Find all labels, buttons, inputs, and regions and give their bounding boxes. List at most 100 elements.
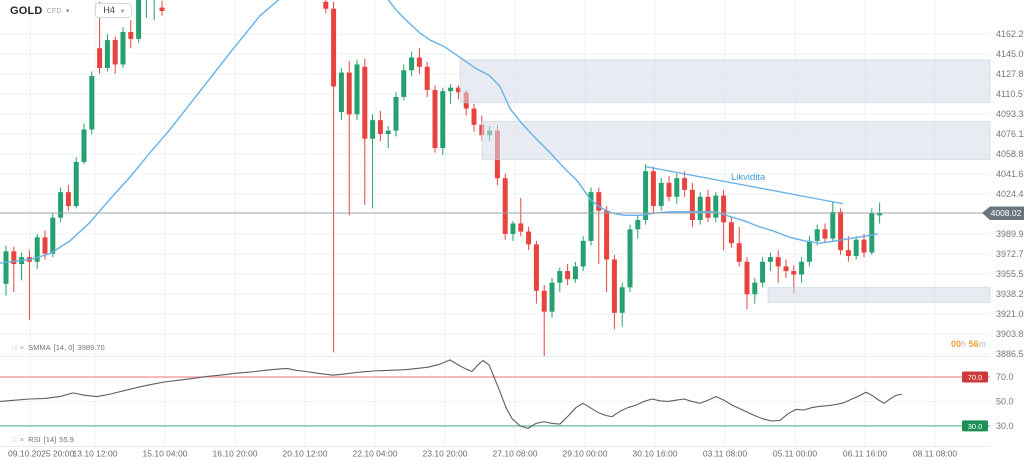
candle [424,66,430,90]
candle [713,195,719,218]
candle [11,251,17,265]
time-axis-label: 16.10 20:00 [213,449,258,459]
liquidity-annotation-label: Likvidita [731,172,766,183]
time-axis-label: 13.10 12:00 [73,449,118,459]
time-axis-label: 30.10 16:00 [633,449,678,459]
supply-demand-zone[interactable] [481,120,991,161]
candle [775,257,781,267]
candle [822,229,828,239]
timeframe-value: H4 [103,5,115,15]
candle [611,259,617,313]
countdown-hours: 00 [950,339,961,349]
candle [331,8,337,87]
supply-demand-zone[interactable] [767,286,991,303]
price-axis-label: 4058.88 [996,149,1024,159]
time-axis-label: 22.10 04:00 [353,449,398,459]
time-axis-label: 20.10 12:00 [283,449,328,459]
candle [783,266,789,272]
price-axis-label: 4162.26 [996,29,1024,39]
price-axis-label: 3972.73 [996,249,1024,259]
timeframe-dropdown[interactable]: H4 ▾ [95,3,133,18]
price-axis-label: 4110.57 [996,89,1024,99]
candle [409,57,415,71]
candle [471,108,477,125]
rsi-curve [0,359,903,429]
candle [752,282,758,295]
price-axis-label: 3921.05 [996,309,1024,319]
candle [393,96,399,131]
candle [354,64,360,115]
candle [744,261,750,295]
candle [65,192,71,207]
smma-polyline [0,0,280,264]
time-axis-label: 06.11 16:00 [843,449,888,459]
candle [346,72,352,115]
candle [455,87,461,93]
candle [81,129,87,162]
liquidity-trendline[interactable] [645,165,844,205]
price-axis-label: 4041.65 [996,169,1024,179]
candle [73,161,79,207]
price-axis-label: 4024.42 [996,189,1024,199]
candle [643,171,649,220]
symbol-name: GOLD [10,4,43,17]
time-axis-label: 23.10 20:00 [423,449,468,459]
rsi-overbought-badge-value: 70.0 [968,373,983,382]
rsi-close-icon[interactable]: × [19,435,25,444]
rsi-overbought-badge [962,371,988,383]
time-axis-label: 05.11 00:00 [773,449,818,459]
smma-drag-handle-icon[interactable]: ∷ [12,343,17,352]
candle [370,120,376,139]
candle [104,40,110,68]
time-axis-label: 15.10 04:00 [143,449,188,459]
rsi-axis-label: 50.0 [996,396,1014,406]
candle [853,239,859,256]
candle [666,182,672,197]
smma-value: 3989.70 [77,343,105,352]
price-axis-label: 3903.82 [996,329,1024,339]
time-axis-label: 27.10 08:00 [493,449,538,459]
candle [377,120,383,135]
candle [510,223,516,234]
candle [502,178,508,234]
symbol-dropdown-caret-icon[interactable]: ▾ [65,8,70,15]
candle [869,213,875,253]
candle [432,89,438,149]
candle [830,211,836,239]
smma-close-icon[interactable]: × [19,343,25,352]
candle [323,1,329,9]
candle [674,178,680,197]
supply-demand-zone[interactable] [459,59,991,104]
candle [604,210,610,260]
price-axis-label: 3886.59 [996,349,1024,359]
candle [838,211,844,251]
candle [799,261,805,275]
current-price-badge-value: 4008.02 [991,208,1022,218]
candle [128,31,134,39]
candle [728,222,734,244]
candle [588,192,594,241]
candle [338,72,344,113]
price-axis-label: 4127.80 [996,69,1024,79]
rsi-drag-handle-icon[interactable]: ∷ [12,435,17,444]
candle [650,171,656,207]
candle [635,219,641,230]
candle [3,251,9,284]
candle [619,287,625,313]
candle [658,182,664,207]
countdown-hours-unit: h [960,339,966,349]
candle [861,239,867,253]
price-axis-label: 3955.51 [996,269,1024,279]
candle [705,196,711,218]
smma-params: [14, 0] [53,343,75,352]
current-price-badge [982,206,1024,220]
candle [565,271,571,280]
candle [97,48,103,68]
time-axis-label: 09.10.2025 20:00 [8,449,74,459]
candle [877,213,883,216]
candle [448,87,454,92]
candle [112,40,118,65]
price-axis-label: 4076.11 [996,129,1024,139]
